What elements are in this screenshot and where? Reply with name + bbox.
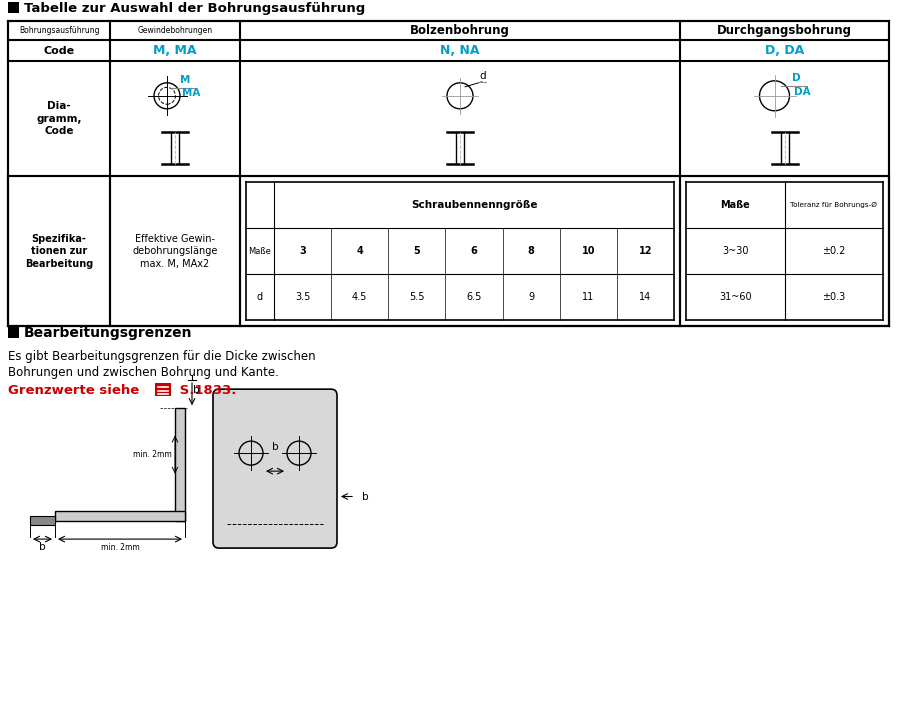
Text: N, NA: N, NA bbox=[440, 44, 480, 57]
Text: 11: 11 bbox=[582, 292, 595, 302]
Text: Dia-
gramm,
Code: Dia- gramm, Code bbox=[36, 102, 82, 136]
Bar bbox=[155, 383, 171, 396]
Bar bbox=[55, 511, 185, 521]
Text: Tabelle zur Auswahl der Bohrungsausführung: Tabelle zur Auswahl der Bohrungsausführu… bbox=[24, 2, 365, 15]
Text: 4: 4 bbox=[356, 246, 363, 256]
Text: Toleranz für Bohrungs-Ø: Toleranz für Bohrungs-Ø bbox=[790, 202, 877, 208]
Text: 9: 9 bbox=[528, 292, 535, 302]
Text: 6.5: 6.5 bbox=[466, 292, 482, 302]
Text: 31~60: 31~60 bbox=[718, 292, 752, 302]
Text: M, MA: M, MA bbox=[153, 44, 196, 57]
Text: 8: 8 bbox=[527, 246, 535, 256]
Text: Schraubennenngröße: Schraubennenngröße bbox=[411, 200, 537, 210]
Text: 6: 6 bbox=[471, 246, 477, 256]
Text: 3.5: 3.5 bbox=[295, 292, 310, 302]
Bar bbox=[175, 408, 185, 521]
Text: d: d bbox=[257, 292, 263, 302]
Text: min. 2mm: min. 2mm bbox=[100, 543, 139, 551]
Text: 3: 3 bbox=[300, 246, 306, 256]
Text: ±0.2: ±0.2 bbox=[822, 246, 846, 256]
Bar bbox=[8, 21, 889, 326]
Bar bbox=[8, 327, 19, 338]
Text: Bohrungen und zwischen Bohrung und Kante.: Bohrungen und zwischen Bohrung und Kante… bbox=[8, 366, 279, 379]
Text: Grenzwerte siehe: Grenzwerte siehe bbox=[8, 384, 139, 397]
Text: 10: 10 bbox=[581, 246, 595, 256]
Text: min. 2mm: min. 2mm bbox=[134, 450, 172, 459]
Text: Effektive Gewin-
debohrungslänge
max. M, MAx2: Effektive Gewin- debohrungslänge max. M,… bbox=[133, 234, 218, 268]
Text: b: b bbox=[272, 442, 278, 452]
Text: D: D bbox=[792, 73, 801, 83]
Text: b: b bbox=[39, 542, 46, 552]
Text: b: b bbox=[362, 491, 369, 501]
Text: ±0.3: ±0.3 bbox=[823, 292, 845, 302]
Text: MA: MA bbox=[182, 88, 200, 98]
Text: Maße: Maße bbox=[248, 247, 272, 256]
Text: Durchgangsbohrung: Durchgangsbohrung bbox=[717, 24, 852, 37]
Text: d: d bbox=[480, 71, 486, 81]
Text: 4.5: 4.5 bbox=[352, 292, 368, 302]
Text: Spezifika-
tionen zur
Bearbeitung: Spezifika- tionen zur Bearbeitung bbox=[25, 234, 93, 268]
Text: 14: 14 bbox=[640, 292, 651, 302]
Text: 5: 5 bbox=[414, 246, 420, 256]
Bar bbox=[30, 516, 55, 525]
Text: Bohrungsausführung: Bohrungsausführung bbox=[19, 26, 100, 35]
Text: S.1833.: S.1833. bbox=[175, 384, 237, 397]
Text: b: b bbox=[193, 385, 200, 395]
Bar bbox=[8, 176, 889, 326]
Bar bbox=[8, 2, 19, 14]
Text: DA: DA bbox=[794, 87, 811, 97]
Bar bbox=[110, 62, 240, 176]
Text: Gewindebohrungen: Gewindebohrungen bbox=[137, 26, 213, 35]
Text: 5.5: 5.5 bbox=[409, 292, 424, 302]
Text: Es gibt Bearbeitungsgrenzen für die Dicke zwischen: Es gibt Bearbeitungsgrenzen für die Dick… bbox=[8, 349, 316, 363]
Text: Bearbeitungsgrenzen: Bearbeitungsgrenzen bbox=[24, 326, 193, 339]
Text: M: M bbox=[179, 74, 190, 84]
Text: 12: 12 bbox=[639, 246, 652, 256]
Text: Code: Code bbox=[43, 46, 74, 56]
Text: Maße: Maße bbox=[720, 200, 750, 210]
FancyBboxPatch shape bbox=[213, 390, 337, 548]
Text: 3~30: 3~30 bbox=[722, 246, 748, 256]
Text: D, DA: D, DA bbox=[765, 44, 804, 57]
Text: Bolzenbohrung: Bolzenbohrung bbox=[410, 24, 509, 37]
